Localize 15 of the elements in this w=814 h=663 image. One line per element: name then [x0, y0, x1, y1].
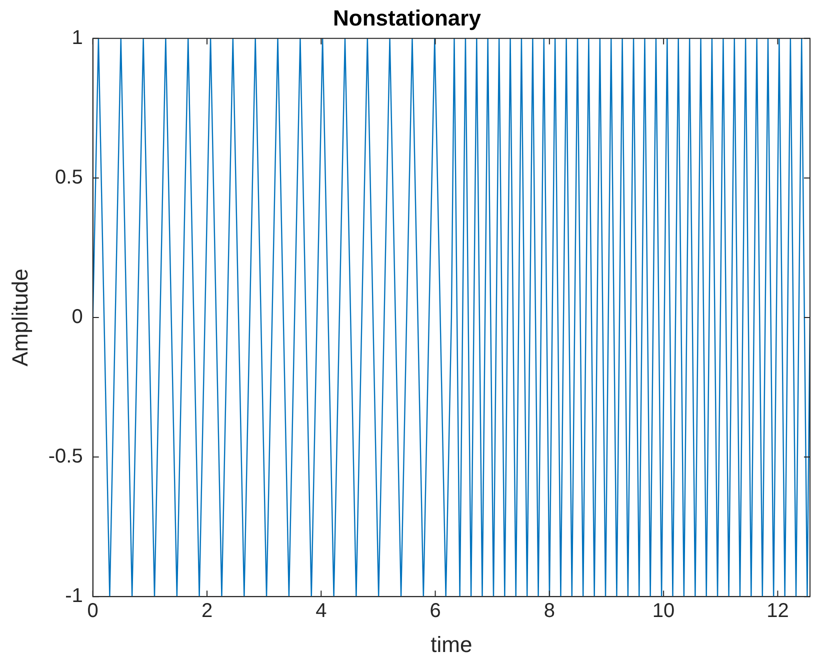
x-tick-label: 2 [201, 600, 213, 622]
y-tick-label: 1 [72, 26, 83, 49]
y-tick-label: -1 [65, 585, 83, 608]
x-tick-label: 10 [652, 600, 675, 622]
x-axis-title: time [430, 632, 472, 657]
x-tick-label: 4 [316, 600, 327, 622]
x-tick-label: 12 [766, 600, 789, 622]
y-tick-label: 0 [72, 306, 83, 328]
x-tick-label: 0 [87, 600, 98, 622]
y-axis-title: Amplitude [7, 268, 32, 366]
x-tick-label: 8 [544, 600, 555, 622]
x-tick-label: 6 [430, 600, 441, 622]
y-tick-label: -0.5 [48, 446, 83, 468]
y-tick-label: 0.5 [55, 166, 83, 188]
chart-title: Nonstationary [333, 5, 482, 30]
